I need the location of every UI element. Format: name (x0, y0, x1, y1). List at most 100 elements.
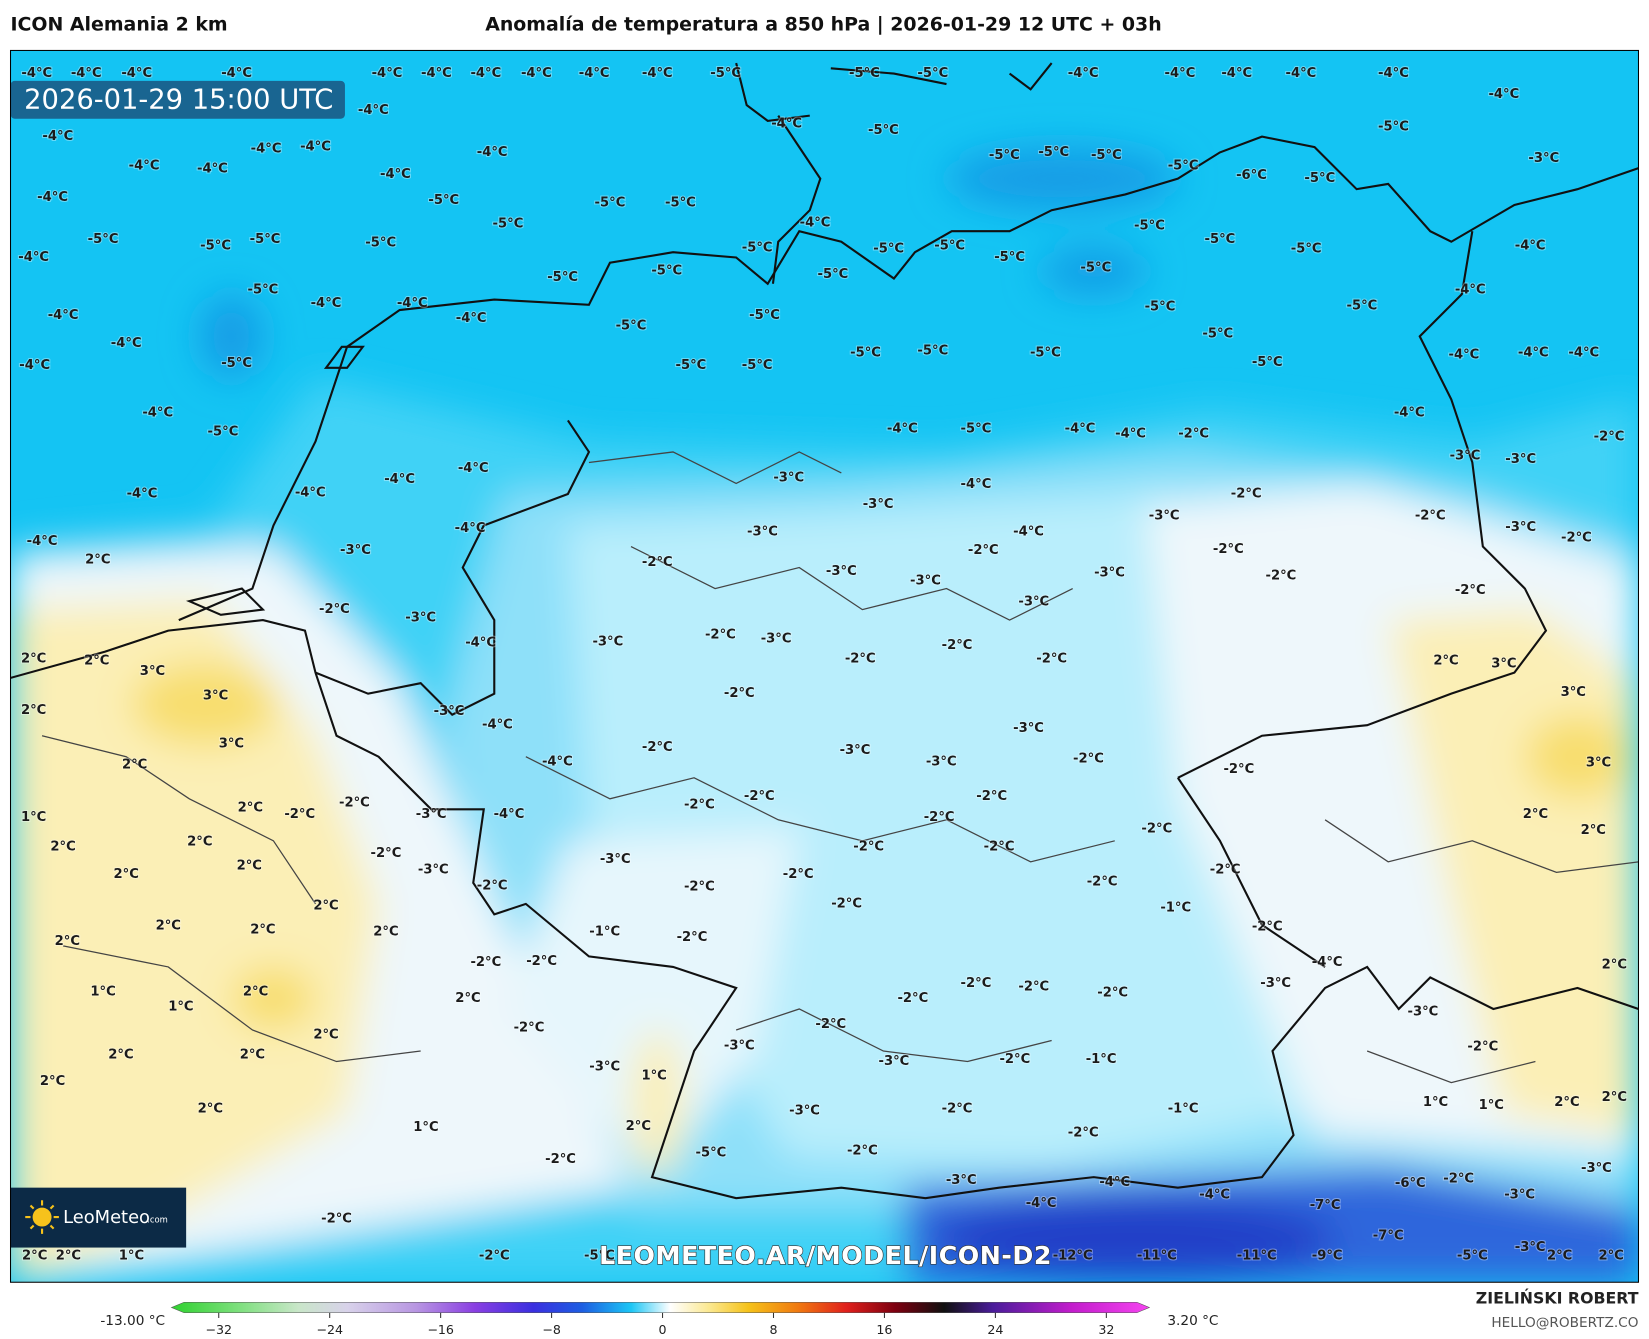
temperature-label: -5°C (676, 358, 707, 373)
temperature-label: 2°C (84, 654, 109, 669)
temperature-label: -4°C (121, 66, 152, 81)
temperature-label: -6°C (1395, 1176, 1426, 1191)
temperature-label: 2°C (40, 1074, 65, 1089)
temperature-label: 1°C (641, 1069, 666, 1084)
temperature-label: -4°C (421, 66, 452, 81)
temperature-label: -3°C (773, 471, 804, 486)
temperature-label: -5°C (595, 195, 626, 210)
temperature-label: -4°C (380, 167, 411, 182)
temperature-label: -4°C (961, 477, 992, 492)
temperature-label: -5°C (88, 232, 119, 247)
temperature-label: -4°C (494, 807, 525, 822)
temperature-label: -5°C (665, 195, 696, 210)
temperature-label: 1°C (1423, 1095, 1448, 1110)
temperature-label: -5°C (1291, 242, 1322, 257)
temperature-label: -2°C (514, 1020, 545, 1035)
temperature-label: 1°C (413, 1120, 438, 1135)
temperature-label: -4°C (127, 486, 158, 501)
temperature-label: -4°C (21, 66, 52, 81)
temperature-label: -3°C (418, 863, 449, 878)
temperature-label: -6°C (1236, 168, 1267, 183)
temperature-label: -4°C (521, 66, 552, 81)
temperature-label: -3°C (1260, 976, 1291, 991)
temperature-label: -3°C (761, 632, 792, 647)
colorbar-tick-label: −8 (542, 1322, 561, 1337)
coastline (178, 135, 1639, 622)
temperature-label: -3°C (592, 635, 623, 650)
temperature-label: -5°C (1205, 232, 1236, 247)
temperature-label: -5°C (365, 235, 396, 250)
temperature-label: -2°C (1068, 1126, 1099, 1141)
temperature-label: -4°C (37, 190, 68, 205)
temperature-label: 2°C (626, 1119, 651, 1134)
temperature-label: -4°C (1312, 955, 1343, 970)
temperature-label: -5°C (547, 270, 578, 285)
temperature-label: -5°C (818, 267, 849, 282)
temperature-label: -4°C (1099, 1175, 1130, 1190)
temperature-label: -4°C (311, 296, 342, 311)
colorbar-tick-label: 24 (987, 1322, 1003, 1337)
time-badge (10, 80, 345, 119)
temperature-label: -2°C (1073, 751, 1104, 766)
colorbar-ramp (170, 1301, 1151, 1313)
temperature-label: 1°C (1479, 1098, 1504, 1113)
temperature-label: -2°C (1231, 486, 1262, 501)
temperature-label: -5°C (849, 66, 880, 81)
temperature-label: -7°C (1373, 1229, 1404, 1244)
temperature-label: -2°C (1018, 979, 1049, 994)
temperature-label: 2°C (108, 1048, 133, 1063)
temperature-label: -5°C (1134, 218, 1165, 233)
temperature-label: 2°C (198, 1101, 223, 1116)
temperature-label: -2°C (545, 1152, 576, 1167)
temperature-label: -5°C (742, 358, 773, 373)
temperature-label: -2°C (968, 543, 999, 558)
temperature-label: -4°C (384, 472, 415, 487)
temperature-label: -1°C (1086, 1052, 1117, 1067)
temperature-label: -4°C (1221, 66, 1252, 81)
temperature-label: -2°C (1036, 651, 1067, 666)
temperature-label: -4°C (142, 406, 173, 421)
temperature-label: -5°C (1080, 261, 1111, 276)
colorbar-tick-label: 0 (659, 1322, 667, 1337)
temperature-label: -5°C (1145, 299, 1176, 314)
temperature-label: -4°C (19, 358, 50, 373)
temperature-label: -11°C (1237, 1248, 1277, 1263)
colorbar-tick-label: −32 (205, 1322, 232, 1337)
temperature-label: -3°C (879, 1054, 910, 1069)
temperature-label: -2°C (984, 840, 1015, 855)
temperature-label: -4°C (456, 311, 487, 326)
temperature-label: -2°C (815, 1017, 846, 1032)
country-border (10, 419, 1639, 1200)
temperature-label: -11°C (1137, 1248, 1177, 1263)
temperature-label: 2°C (1554, 1095, 1579, 1110)
temperature-label: -5°C (200, 238, 231, 253)
temperature-label: -2°C (1210, 863, 1241, 878)
temperature-label: -2°C (684, 798, 715, 813)
temperature-label: -4°C (455, 521, 486, 536)
temperature-label: -2°C (1443, 1172, 1474, 1187)
author: ZIELIŃSKI ROBERT (1476, 1289, 1639, 1308)
logo-sun (25, 1200, 59, 1234)
temperature-label: -3°C (1515, 1240, 1546, 1255)
map-labels: -4°C -4°C -4°C -4°C -4°C -4°C -4°C -4°C -4°C -4°C… (17, 65, 1628, 1264)
temperature-label: -2°C (1594, 430, 1625, 445)
temperature-label: -2°C (1223, 762, 1254, 777)
temperature-label: -4°C (358, 103, 389, 118)
temperature-label: -3°C (1094, 565, 1125, 580)
temperature-label: -3°C (589, 1059, 620, 1074)
temperature-label: -4°C (300, 140, 331, 155)
temperature-label: -5°C (221, 356, 252, 371)
temperature-label: -4°C (477, 145, 508, 160)
temperature-label: -2°C (1213, 542, 1244, 557)
temperature-label: -5°C (1202, 327, 1233, 342)
temperature-label: -4°C (1488, 87, 1519, 102)
temperature-label: -2°C (724, 686, 755, 701)
temperature-label: 2°C (1581, 823, 1606, 838)
colorbar-tick-label: −16 (427, 1322, 454, 1337)
temperature-label: -5°C (873, 242, 904, 257)
temperature-label: -4°C (18, 250, 49, 265)
temperature-label: -3°C (724, 1038, 755, 1053)
colorbar-tick-label: 32 (1098, 1322, 1114, 1337)
temperature-label: 2°C (85, 553, 110, 568)
